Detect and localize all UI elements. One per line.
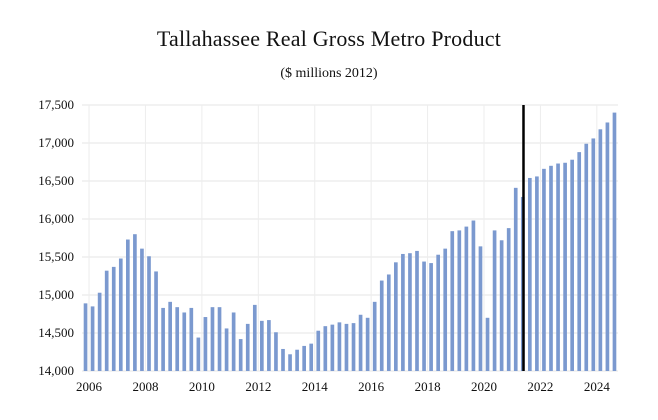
bar bbox=[245, 323, 250, 371]
bar bbox=[168, 301, 172, 371]
x-tick-label: 2006 bbox=[76, 379, 103, 394]
bar bbox=[556, 163, 560, 371]
bar bbox=[118, 258, 123, 371]
bar bbox=[210, 307, 215, 371]
bar bbox=[379, 280, 384, 371]
bar bbox=[288, 354, 292, 371]
x-tick-label: 2020 bbox=[471, 379, 497, 394]
bar bbox=[260, 320, 264, 371]
bar bbox=[274, 332, 278, 371]
x-tick-label: 2022 bbox=[527, 379, 553, 394]
bar bbox=[570, 159, 574, 371]
bar bbox=[196, 337, 201, 371]
bar bbox=[217, 307, 222, 371]
bar bbox=[612, 112, 617, 371]
bar bbox=[203, 317, 208, 371]
bar bbox=[302, 345, 306, 371]
y-tick-label: 17,000 bbox=[38, 135, 74, 150]
bar bbox=[281, 348, 285, 371]
bar bbox=[337, 322, 342, 371]
bar bbox=[577, 152, 582, 371]
bar bbox=[394, 262, 398, 371]
bar bbox=[598, 129, 603, 371]
x-tick-label: 2010 bbox=[189, 379, 215, 394]
chart-subtitle: ($ millions 2012) bbox=[280, 66, 378, 81]
bar bbox=[436, 254, 440, 371]
bar bbox=[492, 230, 497, 371]
bar bbox=[238, 339, 243, 371]
x-tick-label: 2008 bbox=[132, 379, 158, 394]
y-tick-label: 14,500 bbox=[38, 325, 74, 340]
bar bbox=[224, 328, 229, 371]
x-axis-ticks: 2006 2008 2010 2012 2014 2016 2018 2020 2022 2024 bbox=[76, 379, 610, 394]
bar bbox=[372, 301, 377, 371]
bar bbox=[97, 292, 102, 371]
bar bbox=[231, 312, 236, 371]
bar bbox=[147, 256, 151, 371]
bar bbox=[457, 230, 462, 371]
bar bbox=[499, 240, 504, 371]
bar bbox=[83, 303, 88, 371]
bar bbox=[464, 226, 469, 371]
bar bbox=[563, 162, 567, 371]
bar bbox=[323, 326, 328, 371]
bar bbox=[365, 317, 370, 371]
bar bbox=[154, 271, 158, 371]
bar bbox=[386, 274, 391, 371]
x-tick-label: 2018 bbox=[415, 379, 441, 394]
chart-title: Tallahassee Real Gross Metro Product bbox=[156, 26, 502, 51]
bar bbox=[485, 317, 490, 371]
bar bbox=[471, 220, 476, 371]
bar bbox=[175, 307, 180, 371]
bar bbox=[513, 187, 518, 371]
bar bbox=[528, 177, 532, 371]
bar bbox=[542, 168, 546, 371]
bar bbox=[351, 323, 356, 371]
bar bbox=[252, 304, 257, 371]
bar bbox=[126, 239, 130, 371]
bar bbox=[591, 138, 596, 371]
bar bbox=[267, 320, 271, 371]
bar bbox=[161, 307, 165, 371]
y-tick-label: 17,500 bbox=[38, 97, 74, 112]
x-tick-label: 2024 bbox=[584, 379, 611, 394]
bar bbox=[401, 253, 405, 371]
bar bbox=[605, 122, 610, 371]
y-axis-ticks: 14,000 14,500 15,000 15,500 16,000 16,500 17,0… bbox=[38, 97, 74, 378]
bar bbox=[478, 246, 483, 371]
bar bbox=[133, 234, 137, 371]
x-tick-label: 2012 bbox=[245, 379, 271, 394]
x-tick-label: 2016 bbox=[358, 379, 385, 394]
y-tick-label: 14,000 bbox=[38, 363, 74, 378]
bar bbox=[358, 314, 363, 371]
bar bbox=[549, 165, 553, 371]
bar bbox=[189, 307, 194, 371]
bar bbox=[408, 253, 412, 371]
bar bbox=[450, 231, 455, 371]
bar bbox=[443, 248, 448, 371]
bar bbox=[422, 261, 426, 371]
bar bbox=[429, 263, 433, 371]
y-tick-label: 16,000 bbox=[38, 211, 74, 226]
bar bbox=[295, 349, 299, 371]
bar bbox=[90, 306, 95, 371]
bar bbox=[111, 266, 116, 371]
bar bbox=[415, 250, 419, 371]
x-tick-label: 2014 bbox=[302, 379, 329, 394]
bar bbox=[140, 248, 144, 371]
bar bbox=[535, 176, 539, 371]
y-tick-label: 16,500 bbox=[38, 173, 74, 188]
bar bbox=[584, 143, 589, 371]
bar bbox=[182, 312, 187, 371]
bar bbox=[104, 270, 109, 371]
y-tick-label: 15,500 bbox=[38, 249, 74, 264]
bar bbox=[330, 324, 335, 371]
y-tick-label: 15,000 bbox=[38, 287, 74, 302]
bar bbox=[316, 330, 321, 371]
bar bbox=[344, 323, 349, 371]
bar bbox=[506, 228, 511, 371]
bar bbox=[309, 343, 314, 371]
bar-series bbox=[83, 112, 617, 371]
